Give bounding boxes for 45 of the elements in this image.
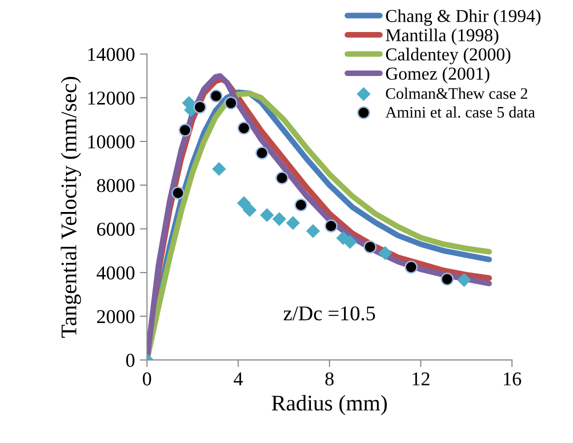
legend-label: Caldentey (2000) [386,48,510,64]
point [260,208,274,222]
point [440,272,454,286]
point [286,216,300,230]
legend-label: Amini et al. case 5 data [385,106,535,118]
point [378,246,392,260]
point [193,100,206,114]
point [237,122,250,135]
point [364,240,377,254]
annotation: z/Dc =10.5 [284,306,376,321]
point [457,273,472,287]
point [404,260,418,274]
point [276,171,289,184]
legend-label: Mantilla (1998) [386,28,498,45]
point [178,124,192,137]
point [242,203,257,218]
point [272,212,286,226]
point [343,235,357,249]
x-tick-label: 0 [142,372,152,386]
point [294,198,308,212]
point [324,220,338,233]
y-tick-label: 2000 [97,310,134,324]
point [224,96,238,110]
x-tick-label: 16 [504,372,522,386]
y-tick-label: 6000 [97,222,134,236]
x-axis-title: Radius (mm) [272,394,387,416]
y-tick-label: 8000 [97,178,134,192]
point [210,90,223,103]
point [212,162,226,176]
y-tick-label: 10000 [88,135,134,148]
y-axis-title: Tangential Velocity (mm/sec) [60,76,81,338]
legend-label: Chang & Dhir (1994) [386,9,540,26]
y-tick-label: 14000 [88,48,134,61]
x-tick-label: 4 [234,372,243,386]
x-tick-label: 8 [325,372,334,386]
y-tick-label: 4000 [96,266,134,280]
y-tick-label: 12000 [88,92,134,105]
point [236,196,251,210]
point [306,224,320,238]
legend-label: Gomez (2001) [386,67,490,84]
point [255,146,268,160]
legend-label: Colman&Thew case 2 [386,88,528,99]
x-tick-label: 12 [412,372,430,386]
point [171,186,185,200]
y-tick-label: 0 [126,354,134,367]
